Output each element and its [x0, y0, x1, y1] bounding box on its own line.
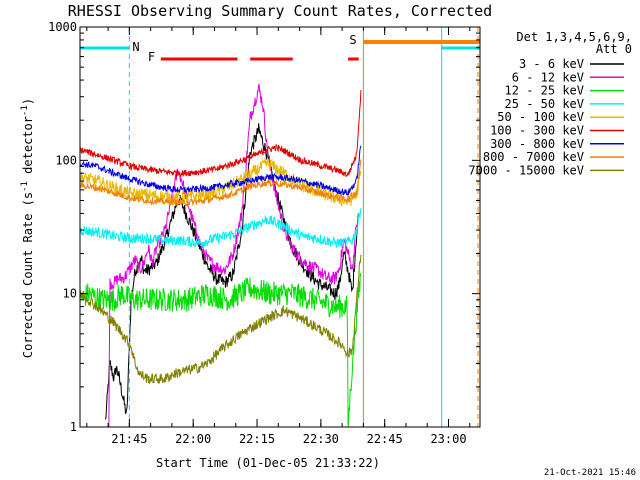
legend-header-attenuator: Att 0 [596, 42, 632, 56]
y-axis-label: Corrected Count Rate (s-1 detector-1) [20, 98, 35, 358]
y-label-sup1: -1 [20, 181, 30, 192]
series-line [79, 273, 362, 428]
series-line [108, 83, 358, 427]
x-axis: 21:45 22:00 22:15 22:30 22:45 23:00 [86, 27, 471, 446]
y-label-main: Corrected Count Rate (s [21, 192, 35, 358]
night-label: N [132, 40, 139, 54]
legend-header-detectors: Det 1,3,4,5,6,9, [516, 30, 632, 44]
y-label-end: ) [21, 98, 35, 105]
plot-data-area [79, 83, 362, 428]
saa-label: S [349, 33, 356, 47]
chart-title: RHESSI Observing Summary Count Rates, Co… [68, 2, 492, 20]
x-tick-label: 22:00 [175, 432, 211, 446]
x-tick-label: 22:30 [303, 432, 339, 446]
series-line [79, 145, 362, 196]
footer-timestamp: 21-Oct-2021 15:46 [544, 468, 636, 478]
y-tick-label: 1000 [48, 20, 77, 34]
y-tick-label: 100 [55, 153, 77, 167]
y-label-sup2: -1 [20, 105, 30, 116]
plot-frame [79, 26, 481, 428]
y-axis: 1 10 100 1000 [48, 20, 480, 434]
x-tick-label: 22:45 [367, 432, 403, 446]
series-line [79, 208, 362, 249]
series-line [105, 123, 359, 420]
legend-label: 7000 - 15000 keV [468, 163, 584, 177]
legend-label: 3 - 6 keV [519, 57, 584, 71]
legend-label: 300 - 800 keV [490, 137, 584, 151]
legend-label: 25 - 50 keV [505, 97, 584, 111]
legend-label: 12 - 25 keV [505, 84, 584, 98]
x-axis-label: Start Time (01-Dec-05 21:33:22) [156, 456, 380, 470]
y-tick-label: 10 [63, 287, 77, 301]
annotation-layer: NF S [80, 27, 480, 427]
flare-label: F [148, 50, 155, 64]
y-label-mid: detector [21, 116, 35, 181]
series-line [79, 159, 362, 207]
series-line [79, 254, 362, 384]
legend-label: 800 - 7000 keV [483, 150, 584, 164]
x-tick-label: 21:45 [111, 432, 147, 446]
series-line [79, 90, 362, 178]
legend-label: 6 - 12 keV [512, 70, 584, 84]
y-tick-label: 1 [70, 420, 77, 434]
x-tick-label: 23:00 [430, 432, 466, 446]
x-tick-label: 22:15 [239, 432, 275, 446]
legend-label: 100 - 300 keV [490, 124, 584, 138]
legend-label: 50 - 100 keV [497, 110, 584, 124]
